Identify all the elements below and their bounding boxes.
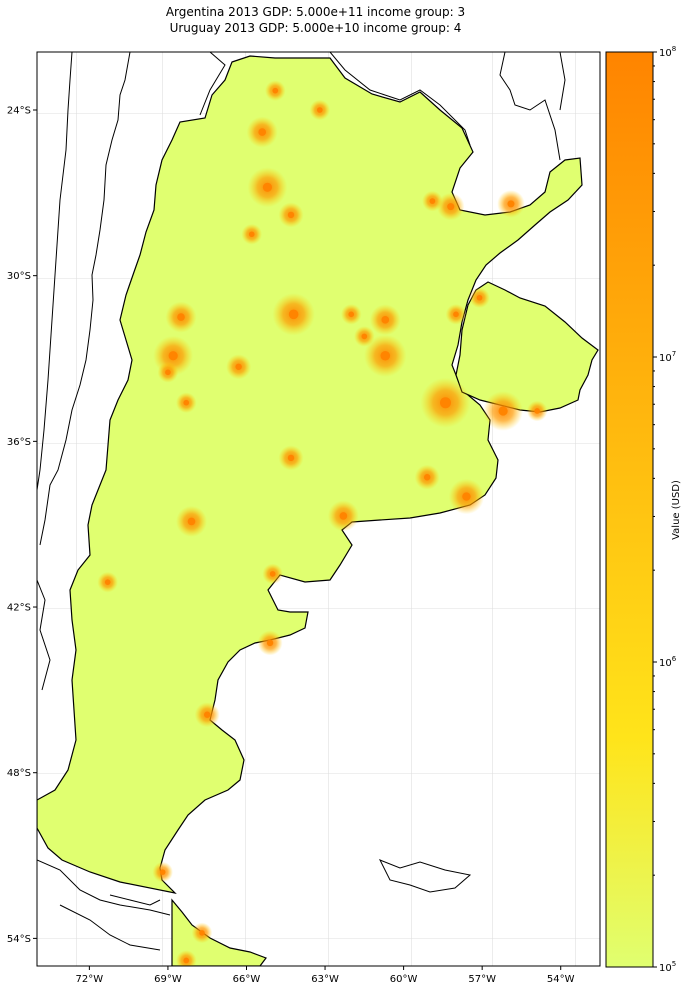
y-tick-label: 24°S	[7, 105, 31, 116]
city-hotspot-core	[204, 711, 211, 718]
city-hotspot-core	[317, 107, 323, 113]
city-hotspot-core	[534, 408, 540, 414]
y-tick-label: 54°S	[7, 934, 31, 945]
map-frame	[36, 51, 601, 967]
city-hotspot-core	[168, 351, 178, 361]
city-hotspot-core	[381, 316, 390, 324]
map-title-line-2: Uruguay 2013 GDP: 5.000e+10 income group…	[169, 21, 462, 35]
uruguay-region	[455, 281, 599, 413]
x-axis-ticks: 72°W 69°W 66°W 63°W 60°W 57°W 54°W	[76, 966, 575, 985]
city-hotspot-core	[423, 474, 431, 481]
city-hotspot-core	[361, 333, 368, 340]
city-hotspot-core	[440, 397, 452, 409]
neighbour-borders	[37, 52, 566, 951]
x-tick-label: 63°W	[311, 974, 339, 985]
city-hotspot-core	[348, 311, 355, 318]
colorbar-tick-label: 107	[659, 350, 676, 364]
city-hotspot-core	[498, 406, 508, 416]
city-hotspot-core	[380, 350, 391, 361]
x-tick-label: 57°W	[468, 974, 496, 985]
y-tick-label: 48°S	[7, 768, 31, 779]
city-hotspot-core	[258, 128, 267, 136]
hotspot-layer	[97, 80, 548, 966]
city-hotspot-core	[453, 311, 459, 318]
city-hotspot-core	[287, 211, 295, 219]
city-hotspot-core	[183, 957, 190, 964]
city-hotspot-core	[507, 200, 515, 208]
y-tick-label: 36°S	[7, 437, 31, 448]
y-axis-ticks: 24°S 30°S 36°S 42°S 48°S 54°S	[7, 105, 37, 945]
city-hotspot-core	[199, 930, 205, 936]
tierra-del-fuego-region	[171, 898, 267, 966]
x-tick-label: 54°W	[547, 974, 575, 985]
map-area	[37, 52, 600, 966]
city-hotspot-core	[272, 87, 279, 94]
city-hotspot-core	[447, 203, 455, 211]
city-hotspot-core	[429, 198, 436, 204]
city-hotspot-core	[339, 512, 348, 520]
colorbar: 105 106 107 108 Value (USD)	[605, 45, 682, 974]
city-hotspot-core	[104, 579, 111, 585]
colorbar-tick-label: 105	[659, 960, 676, 974]
city-hotspot-core	[269, 571, 276, 577]
x-tick-label: 60°W	[390, 974, 418, 985]
y-tick-label: 30°S	[7, 271, 31, 282]
city-hotspot-core	[159, 869, 166, 875]
city-hotspot-core	[183, 399, 190, 406]
colorbar-tick-label: 106	[659, 655, 677, 669]
colorbar-tick-label: 108	[659, 45, 676, 59]
y-tick-label: 42°S	[7, 603, 31, 614]
x-tick-label: 72°W	[76, 974, 104, 985]
map-title-line-1: Argentina 2013 GDP: 5.000e+11 income gro…	[165, 5, 466, 19]
city-hotspot-core	[266, 639, 274, 647]
colorbar-gradient	[606, 52, 653, 967]
city-hotspot-core	[177, 313, 185, 321]
city-hotspot-core	[476, 294, 483, 301]
city-hotspot-core	[462, 492, 471, 501]
city-hotspot-core	[165, 369, 171, 376]
city-hotspot-core	[248, 231, 255, 238]
city-hotspot-core	[262, 182, 273, 192]
x-tick-label: 66°W	[233, 974, 261, 985]
city-hotspot-core	[287, 454, 295, 462]
city-hotspot-core	[187, 517, 196, 526]
city-hotspot-core	[235, 363, 242, 370]
x-tick-label: 69°W	[154, 974, 182, 985]
colorbar-label: Value (USD)	[671, 480, 682, 540]
city-hotspot-core	[288, 309, 299, 320]
colorbar-frame	[605, 51, 654, 968]
